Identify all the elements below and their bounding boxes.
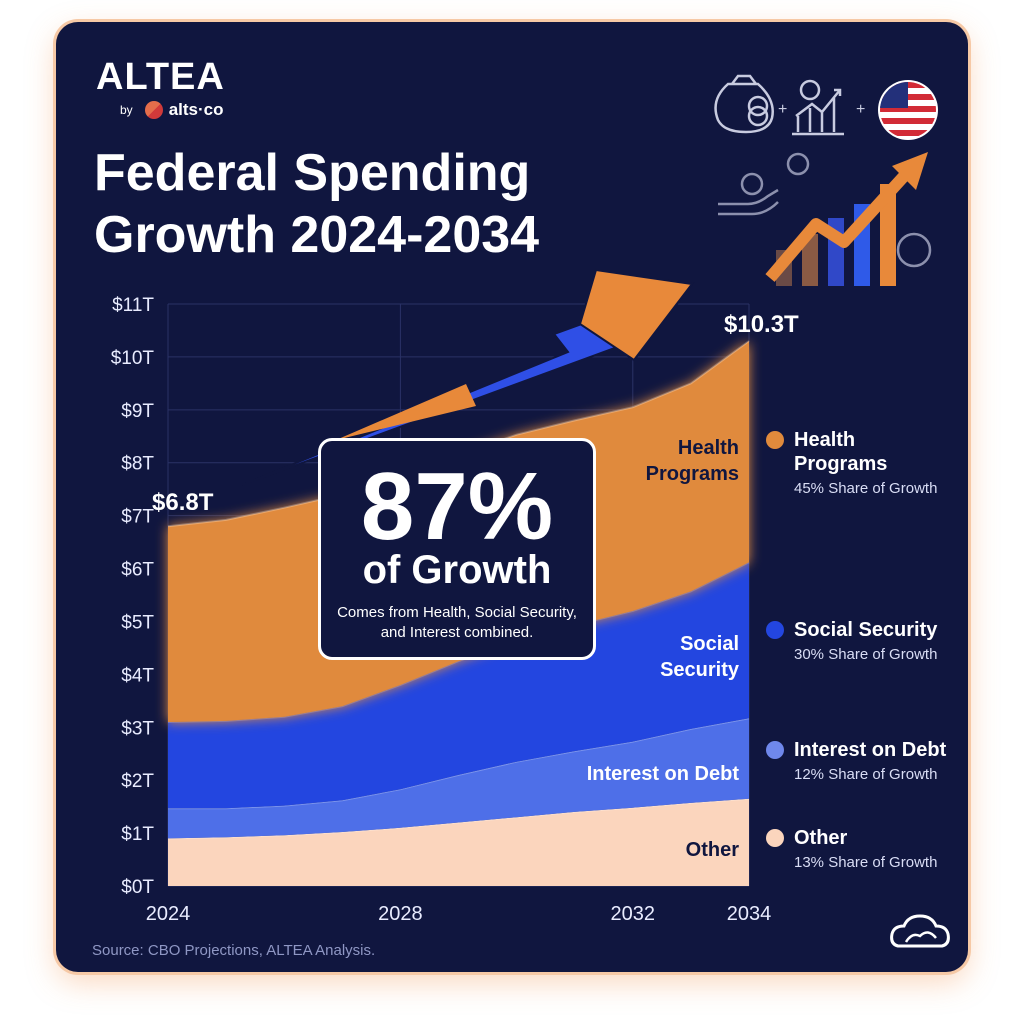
callout-label: of Growth xyxy=(362,548,552,592)
growth-arrow xyxy=(241,268,695,486)
series-label: Security xyxy=(660,659,740,681)
legend-swatch xyxy=(766,741,784,759)
legend-name: Social Security xyxy=(794,619,938,641)
legend-share: 12% Share of Growth xyxy=(794,766,938,783)
hand-coin-icon xyxy=(718,172,779,216)
endpoint-labels: $6.8T $10.3T xyxy=(152,311,799,516)
y-tick-label: $10T xyxy=(111,348,155,369)
infographic-card: ALTEA by alts·co Federal Spending Growth… xyxy=(56,22,968,972)
us-flag-icon xyxy=(878,80,938,140)
x-tick-label: 2034 xyxy=(727,903,772,925)
legend-share: 30% Share of Growth xyxy=(794,646,938,663)
y-tick-label: $0T xyxy=(121,877,154,898)
x-tick-label: 2024 xyxy=(146,903,191,925)
brand-logo: ALTEA xyxy=(96,56,225,98)
x-tick-label: 2032 xyxy=(611,903,656,925)
y-tick-label: $2T xyxy=(121,771,154,792)
legend-swatch xyxy=(766,431,784,449)
area-social-security xyxy=(168,562,749,809)
area-interest-on-debt xyxy=(168,718,749,839)
title-line-1: Federal Spending xyxy=(94,144,531,202)
legend-item: Other 13% Share of Growth xyxy=(766,826,937,871)
start-value-label: $6.8T xyxy=(152,489,214,516)
rising-bars-arrow-icon xyxy=(765,152,928,286)
legend-share: 13% Share of Growth xyxy=(794,854,938,871)
series-label: Social xyxy=(680,633,739,655)
alts-logo-icon xyxy=(144,101,163,119)
brand-byline: by alts·co xyxy=(120,100,223,120)
arrow-head xyxy=(578,268,694,362)
legend-swatch xyxy=(766,829,784,847)
callout-description: Comes from Health, Social Security, and … xyxy=(337,604,577,641)
growth-chart-icon xyxy=(792,79,844,136)
legend-swatch xyxy=(766,621,784,639)
y-tick-label: $8T xyxy=(121,454,154,475)
legend-name: Other xyxy=(794,827,848,849)
series-label: Interest on Debt xyxy=(587,763,740,785)
growth-callout: 87% of Growth Comes from Health, Social … xyxy=(318,438,596,660)
series-label: Other xyxy=(686,839,740,861)
byline-partner: alts·co xyxy=(168,100,224,119)
area-other xyxy=(168,798,749,886)
callout-value: 87% xyxy=(360,453,554,560)
legend-item: Health Programs 45% Share of Growth xyxy=(766,428,937,497)
title-line-2: Growth 2024-2034 xyxy=(94,206,540,264)
x-axis: 2024 2028 2032 2034 xyxy=(146,903,772,925)
decorative-icons: + + xyxy=(714,74,938,286)
series-label: Health xyxy=(678,437,739,459)
y-tick-label: $9T xyxy=(121,401,154,422)
legend-name: Interest on Debt xyxy=(794,739,947,761)
series-labels: Other Interest on Debt Social Security Healt… xyxy=(587,437,740,861)
y-tick-label: $3T xyxy=(121,718,154,739)
y-tick-label: $4T xyxy=(121,665,154,686)
legend-name: Health Programs xyxy=(794,429,888,475)
plus-sign-1: + xyxy=(778,101,787,118)
page-title: Federal Spending Growth 2024-2034 xyxy=(94,142,539,266)
byline-by: by xyxy=(120,103,133,117)
source-note: Source: CBO Projections, ALTEA Analysis. xyxy=(92,942,376,959)
legend-share: 45% Share of Growth xyxy=(794,480,938,497)
legend-item: Interest on Debt 12% Share of Growth xyxy=(766,738,946,783)
end-value-label: $10.3T xyxy=(724,311,799,338)
y-tick-label: $11T xyxy=(112,295,154,316)
y-tick-label: $7T xyxy=(121,507,154,528)
cloud-logo-icon xyxy=(890,914,950,948)
y-tick-label: $1T xyxy=(121,824,154,845)
y-tick-label: $5T xyxy=(121,612,154,633)
plus-sign-2: + xyxy=(856,101,865,118)
money-bag-icon xyxy=(714,74,774,134)
legend-item: Social Security 30% Share of Growth xyxy=(766,618,937,663)
x-tick-label: 2028 xyxy=(378,903,423,925)
arrow-stripe xyxy=(336,384,476,440)
dollar-coin-icon xyxy=(786,152,932,268)
series-label: Programs xyxy=(646,463,739,485)
y-axis: $0T $1T $2T $3T $4T $5T $6T $7T $8T $9T $10T $11T xyxy=(111,295,155,898)
y-tick-label: $6T xyxy=(121,560,154,581)
